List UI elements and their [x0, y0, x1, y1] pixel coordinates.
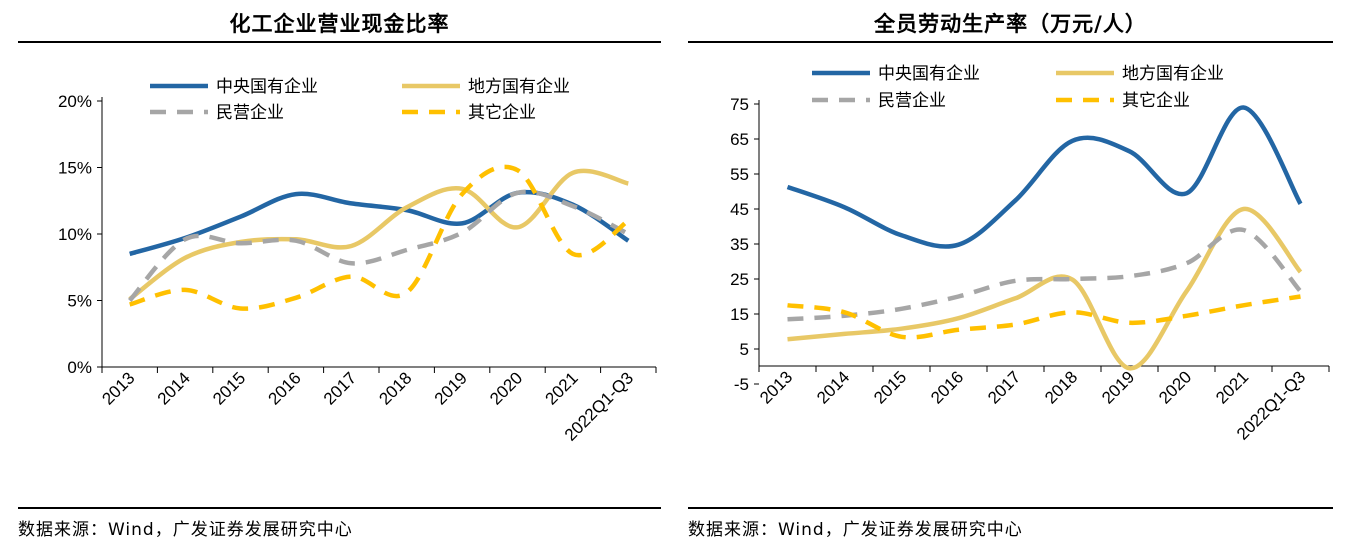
legend-label: 中央国有企业 — [216, 77, 318, 97]
line-chart-left: 0% 5% 10% 15% 20% 2013 2014 2015 2016 2017 2018 201… — [58, 77, 657, 445]
x-tick-label: 2018 — [375, 368, 415, 408]
series-line-solid-2366a4 — [786, 105, 1303, 249]
y-tick-label: 20% — [58, 92, 92, 111]
series-line-solid-2366a4 — [129, 189, 630, 257]
x-tick-label: 2020 — [1155, 367, 1195, 407]
series-line-dashed-a6a6a6 — [128, 189, 630, 303]
x-tick-label: 2021 — [1212, 367, 1252, 407]
series-line-dashed-a6a6a6 — [787, 227, 1303, 322]
x-tick-label: 2013 — [756, 367, 796, 407]
x-tick-label: 2020 — [486, 368, 526, 408]
x-tick-label: 2016 — [265, 368, 305, 408]
x-tick-label: 2018 — [1041, 367, 1081, 407]
x-tick-label: 2019 — [431, 368, 471, 408]
chart-title: 全员劳动生产率（万元/人） — [874, 12, 1147, 36]
source-note: 数据来源：Wind，广发证券发展研究中心 — [688, 520, 1023, 540]
y-tick-label: 5 — [740, 340, 749, 359]
x-tick-label: 2015 — [209, 368, 249, 408]
bottom-rule — [688, 507, 1333, 509]
legend-label: 其它企业 — [1122, 91, 1190, 111]
x-tick-label: 2017 — [320, 368, 360, 408]
legend-label: 民营企业 — [216, 103, 284, 123]
x-tick-label: 2016 — [927, 367, 967, 407]
x-tick-label: 2014 — [813, 367, 853, 407]
y-tick-label: 65 — [730, 130, 749, 149]
chart-panel-right: 全员劳动生产率（万元/人） -5 5 15 25 35 45 55 65 75 2013 2014 2… — [688, 0, 1333, 556]
legend-label: 地方国有企业 — [1122, 64, 1224, 84]
series-line-solid-e8c866 — [787, 206, 1303, 371]
legend-label: 中央国有企业 — [878, 64, 980, 84]
legend-label: 民营企业 — [878, 91, 946, 111]
x-tick-label: 2015 — [870, 367, 910, 407]
y-tick-label: 75 — [730, 95, 749, 114]
bottom-rule — [18, 507, 661, 509]
y-tick-label: 35 — [730, 235, 749, 254]
y-tick-label: 25 — [730, 270, 749, 289]
y-tick-label: 5% — [67, 292, 92, 311]
x-tick-label: 2019 — [1098, 367, 1138, 407]
y-tick-label: 55 — [730, 165, 749, 184]
x-tick-label: 2017 — [984, 367, 1024, 407]
top-rule — [18, 41, 661, 43]
y-tick-label: 45 — [730, 200, 749, 219]
y-tick-label: 15 — [730, 305, 749, 324]
x-tick-label: 2021 — [542, 368, 582, 408]
chart-panel-left: 化工企业营业现金比率 0% 5% 10% 15% 20% 2013 2014 2015 2016… — [18, 0, 661, 556]
y-tick-label: 0% — [67, 358, 92, 377]
top-rule — [688, 41, 1333, 43]
line-chart-right: -5 5 15 25 35 45 55 65 75 2013 2014 2015 2016 2017 201… — [730, 64, 1330, 444]
series-line-solid-e8c866 — [128, 168, 629, 301]
x-tick-label: 2014 — [154, 368, 194, 408]
x-tick-label: 2013 — [98, 368, 138, 408]
series-line-dashed-ffc000 — [787, 294, 1301, 340]
source-note: 数据来源：Wind，广发证券发展研究中心 — [18, 520, 353, 540]
legend-label: 其它企业 — [468, 103, 536, 123]
legend-label: 地方国有企业 — [468, 77, 570, 97]
y-tick-label: 10% — [58, 225, 92, 244]
y-tick-label: -5 — [734, 375, 749, 394]
y-tick-label: 15% — [58, 159, 92, 178]
chart-title: 化工企业营业现金比率 — [229, 12, 450, 36]
